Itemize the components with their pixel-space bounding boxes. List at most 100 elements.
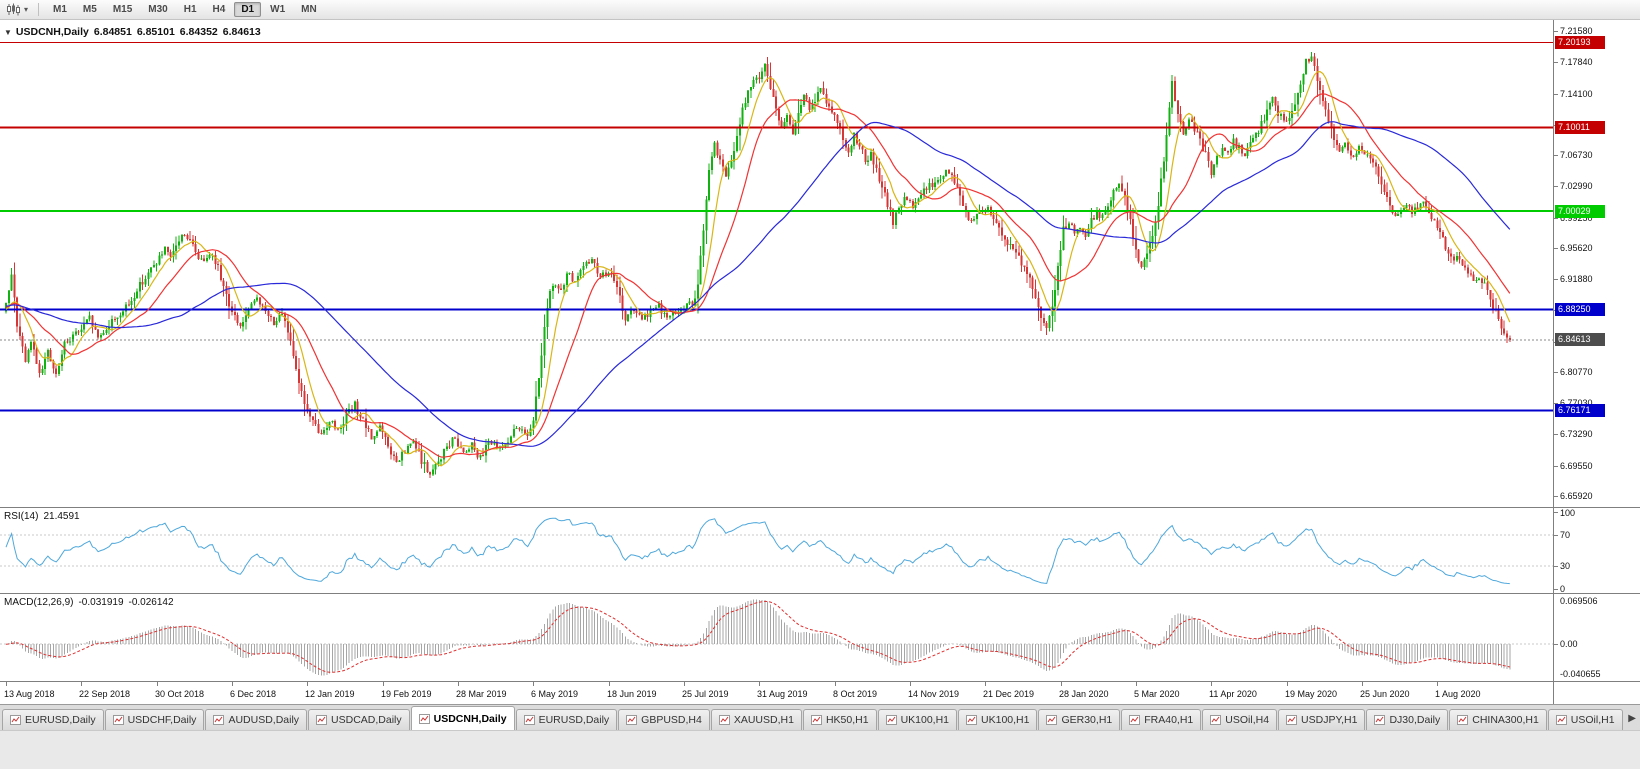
- chart-mini-icon: [523, 715, 535, 725]
- chart-window: 7.215807.178407.141007.103607.067307.029…: [0, 20, 1640, 704]
- chart-tab-label: XAUUSD,H1: [733, 714, 794, 726]
- macd-indicator-chart[interactable]: [0, 594, 1553, 681]
- chart-tab-label: AUDUSD,Daily: [228, 714, 300, 726]
- time-axis[interactable]: 13 Aug 2018 22 Sep 2018 30 Oct 2018 6 Dec 2…: [0, 682, 1640, 704]
- macd-axis[interactable]: 0.069506 0.00 -0.040655: [1553, 594, 1640, 681]
- time-axis-label: 19 May 2020: [1285, 689, 1338, 699]
- time-axis-tick: [1362, 682, 1363, 686]
- chart-tab-usdcnh-daily[interactable]: USDCNH,Daily: [410, 706, 515, 730]
- chart-tab-usdchf-daily[interactable]: USDCHF,Daily: [104, 709, 205, 730]
- time-axis-tick: [609, 682, 610, 686]
- chart-tab-hk50-h1[interactable]: HK50,H1: [802, 709, 877, 730]
- chart-title: ▼ USDCNH,Daily 6.84851 6.85101 6.84352 6.8461…: [4, 26, 266, 38]
- timeframe-button-h1[interactable]: H1: [183, 4, 197, 15]
- candlestick-chart[interactable]: [0, 20, 1553, 507]
- time-axis-label: 21 Dec 2019: [983, 689, 1035, 699]
- chart-tab-usdjpy-h1[interactable]: USDJPY,H1: [1278, 709, 1366, 730]
- time-axis-label: 12 Jan 2019: [305, 689, 355, 699]
- timeframe-button-m15[interactable]: M15: [112, 4, 133, 15]
- time-axis-tick: [1136, 682, 1137, 686]
- price-axis-label: 6.80770: [1560, 367, 1593, 377]
- rsi-axis-label: 100: [1560, 508, 1576, 518]
- price-axis-tick: [1554, 496, 1558, 497]
- time-axis-label: 11 Apr 2020: [1209, 689, 1257, 699]
- chart-mini-icon: [1046, 715, 1058, 725]
- hline-price-tag[interactable]: 6.88250: [1555, 303, 1605, 316]
- chart-mini-icon: [213, 715, 225, 725]
- time-axis-label: 30 Oct 2018: [155, 689, 205, 699]
- price-axis-tick: [1554, 372, 1558, 373]
- chart-tab-gbpusd-h4[interactable]: GBPUSD,H4: [618, 709, 710, 730]
- chart-tab-label: GBPUSD,H4: [641, 714, 702, 726]
- timeframe-button-m5[interactable]: M5: [82, 4, 97, 15]
- macd-plot-svg: [0, 599, 1553, 676]
- chart-mini-icon: [316, 715, 328, 725]
- hline-price-tag[interactable]: 7.00029: [1555, 205, 1605, 218]
- chart-tab-china300-h1[interactable]: CHINA300,H1: [1449, 709, 1547, 730]
- time-axis-label: 25 Jun 2020: [1360, 689, 1410, 699]
- chart-type-dropdown-icon[interactable]: ▾: [24, 5, 29, 14]
- collapse-icon[interactable]: ▼: [4, 27, 12, 37]
- chart-mini-icon: [112, 715, 124, 725]
- chart-tab-xauusd-h1[interactable]: XAUUSD,H1: [710, 709, 802, 730]
- price-axis[interactable]: 7.215807.178407.141007.103607.067307.029…: [1553, 20, 1640, 507]
- chart-tab-uk100-h1[interactable]: UK100,H1: [877, 709, 958, 730]
- chart-tab-eurusd-daily[interactable]: EURUSD,Daily: [2, 709, 104, 730]
- time-axis-label: 22 Sep 2018: [79, 689, 131, 699]
- chart-mini-icon: [1286, 715, 1298, 725]
- chart-tab-usoil-h4[interactable]: USOil,H4: [1202, 709, 1278, 730]
- price-axis-label: 7.06730: [1560, 150, 1593, 160]
- chart-tab-uk100-h1[interactable]: UK100,H1: [958, 709, 1038, 730]
- timeframe-button-d1[interactable]: D1: [234, 2, 262, 17]
- timeframe-button-h4[interactable]: H4: [212, 4, 226, 15]
- chart-mini-icon: [810, 715, 822, 725]
- time-axis-tick: [1287, 682, 1288, 686]
- chart-tab-label: DJ30,Daily: [1389, 714, 1441, 726]
- chart-tab-usdcad-daily[interactable]: USDCAD,Daily: [308, 709, 410, 730]
- hline-price-tag[interactable]: 6.76171: [1555, 404, 1605, 417]
- chart-tab-audusd-daily[interactable]: AUDUSD,Daily: [205, 709, 308, 730]
- chart-mini-icon: [418, 713, 430, 724]
- chart-mini-icon: [718, 715, 730, 725]
- time-axis-tick: [1211, 682, 1212, 686]
- time-axis-label: 18 Jun 2019: [607, 689, 657, 699]
- rsi-axis-label: 0: [1560, 584, 1566, 594]
- time-axis-label: 8 Oct 2019: [833, 689, 878, 699]
- candlestick-chart-type-icon[interactable]: [6, 3, 21, 16]
- time-axis-tick: [1437, 682, 1438, 686]
- time-axis-label: 1 Aug 2020: [1435, 689, 1481, 699]
- chart-tab-ger30-h1[interactable]: GER30,H1: [1038, 709, 1121, 730]
- timeframe-button-w1[interactable]: W1: [270, 4, 286, 15]
- price-axis-tick: [1554, 155, 1558, 156]
- price-axis-tick: [1554, 434, 1558, 435]
- price-axis-label: 7.21580: [1560, 26, 1593, 36]
- time-axis-tick: [157, 682, 158, 686]
- macd-axis-label: 0.069506: [1560, 596, 1598, 606]
- chart-tab-eurusd-daily[interactable]: EURUSD,Daily: [515, 709, 618, 730]
- toolbar-separator: [38, 3, 40, 16]
- chart-tab-label: USOil,H1: [1570, 714, 1615, 726]
- chart-tab-label: USOil,H4: [1225, 714, 1270, 726]
- time-axis-label: 19 Feb 2019: [381, 689, 432, 699]
- chart-tab-label: FRA40,H1: [1144, 714, 1194, 726]
- chart-tab-dj30-daily[interactable]: DJ30,Daily: [1366, 709, 1449, 730]
- macd-axis-label: 0.00: [1560, 639, 1578, 649]
- timeframe-button-m30[interactable]: M30: [148, 4, 168, 15]
- time-axis-label: 28 Jan 2020: [1059, 689, 1109, 699]
- price-axis-label: 6.95620: [1560, 243, 1593, 253]
- timeframe-button-m1[interactable]: M1: [53, 4, 67, 15]
- price-axis-tick: [1554, 94, 1558, 95]
- chart-tab-label: GER30,H1: [1061, 714, 1113, 726]
- hline-price-tag[interactable]: 7.10011: [1555, 121, 1605, 134]
- price-axis-tick: [1554, 403, 1558, 404]
- rsi-axis[interactable]: 100 70 30 0: [1553, 508, 1640, 594]
- chart-tab-usoil-h1[interactable]: USOil,H1: [1547, 709, 1623, 730]
- rsi-indicator-chart[interactable]: [0, 508, 1553, 593]
- symbol-period-label: USDCNH,Daily: [15, 26, 89, 38]
- chart-tab-fra40-h1[interactable]: FRA40,H1: [1121, 709, 1202, 730]
- tab-scroll-right-icon[interactable]: ▶: [1628, 713, 1636, 724]
- price-axis-label: 6.73290: [1560, 429, 1593, 439]
- timeframe-button-mn[interactable]: MN: [301, 4, 317, 15]
- chart-mini-icon: [885, 715, 897, 725]
- hline-price-tag[interactable]: 7.20193: [1555, 36, 1605, 49]
